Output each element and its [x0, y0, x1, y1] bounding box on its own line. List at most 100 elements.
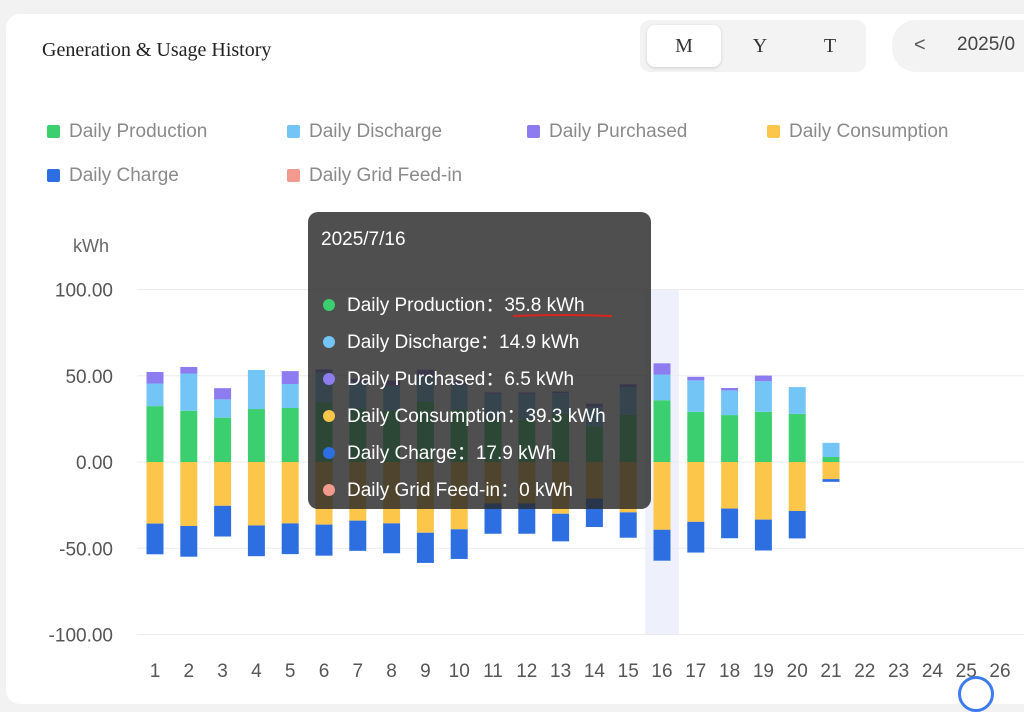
bar-segment — [247, 462, 265, 526]
bar-segment — [315, 524, 333, 556]
bar-segment — [146, 462, 164, 524]
tooltip-dot — [323, 447, 335, 459]
bar-segment — [653, 462, 671, 530]
bar-segment — [281, 462, 299, 524]
bar-segment — [721, 390, 739, 416]
x-tick-label: 19 — [753, 661, 774, 682]
legend-swatch — [527, 125, 540, 138]
x-tick-label: 21 — [820, 661, 841, 682]
legend-daily-purchased[interactable]: Daily Purchased — [527, 121, 687, 143]
y-tick-label: -50.00 — [59, 539, 113, 560]
legend-daily-discharge[interactable]: Daily Discharge — [287, 121, 442, 143]
tooltip-dot — [323, 410, 335, 422]
legend-daily-production[interactable]: Daily Production — [47, 121, 207, 143]
bar-segment — [383, 523, 401, 554]
bar-segment — [180, 462, 198, 526]
bar-segment — [450, 529, 468, 559]
x-tick-label: 10 — [449, 661, 470, 682]
bar-segment — [721, 415, 739, 462]
x-tick-label: 7 — [353, 661, 364, 682]
bar-segment — [788, 462, 806, 511]
date-selector[interactable] — [892, 20, 1024, 72]
bar-segment — [214, 417, 232, 462]
bar-segment — [754, 381, 772, 412]
bar-segment — [687, 462, 705, 522]
y-tick-label: 100.00 — [55, 281, 113, 302]
legend-swatch — [47, 125, 60, 138]
bar-segment — [146, 406, 164, 462]
legend-swatch — [287, 169, 300, 182]
tooltip-value: 14.9 kWh — [499, 332, 580, 353]
tooltip-dot — [323, 484, 335, 496]
assistant-avatar-icon[interactable] — [958, 676, 994, 712]
tooltip-row-charge: Daily Charge：17.9 kWh — [323, 438, 556, 465]
x-tick-label: 6 — [319, 661, 330, 682]
x-tick-label: 12 — [516, 661, 537, 682]
legend-swatch — [47, 169, 60, 182]
tooltip-row-consumption: Daily Consumption：39.3 kWh — [323, 401, 606, 428]
x-tick-label: 4 — [251, 661, 262, 682]
bar-segment — [484, 503, 502, 534]
y-tick-label: 0.00 — [76, 453, 113, 474]
bar-segment — [180, 525, 198, 557]
x-tick-label: 3 — [217, 661, 228, 682]
x-tick-label: 26 — [989, 661, 1010, 682]
x-tick-label: 22 — [854, 661, 875, 682]
bar-segment — [247, 525, 265, 557]
tooltip-value: 39.3 kWh — [525, 406, 606, 427]
tab-year[interactable]: Y — [752, 35, 768, 57]
bar-segment — [146, 383, 164, 407]
legend-label: Daily Purchased — [549, 121, 688, 142]
bar-segment — [180, 366, 198, 374]
legend-label: Daily Production — [69, 121, 208, 142]
bar-segment — [653, 363, 671, 375]
x-tick-label: 13 — [550, 661, 571, 682]
x-tick-label: 8 — [386, 661, 397, 682]
y-tick-label: 50.00 — [65, 367, 113, 388]
x-tick-label: 17 — [685, 661, 706, 682]
bar-segment — [416, 532, 434, 563]
bar-segment — [788, 413, 806, 462]
bar-segment — [653, 529, 671, 561]
legend-daily-charge[interactable]: Daily Charge — [47, 165, 179, 187]
page-title: Generation & Usage History — [42, 39, 272, 61]
tooltip-label: Daily Charge： — [347, 443, 476, 464]
bar-segment — [180, 373, 198, 411]
chevron-left-icon[interactable]: < — [914, 34, 926, 56]
chart-tooltip: 2025/7/16 Daily Production：35.8 kWh Dail… — [308, 212, 651, 509]
legend-label: Daily Charge — [69, 165, 179, 186]
x-tick-label: 11 — [483, 661, 503, 682]
bar-segment — [754, 519, 772, 551]
tab-month[interactable]: M — [647, 25, 721, 67]
tooltip-row-grid-feed-in: Daily Grid Feed-in：0 kWh — [323, 475, 573, 502]
x-tick-label: 20 — [787, 661, 808, 682]
bar-segment — [180, 410, 198, 462]
bar-segment — [281, 371, 299, 385]
bar-segment — [687, 521, 705, 553]
bar-segment — [822, 479, 840, 482]
tooltip-row-discharge: Daily Discharge：14.9 kWh — [323, 327, 579, 354]
bar-segment — [146, 371, 164, 384]
bar-segment — [754, 462, 772, 520]
x-tick-label: 14 — [584, 661, 606, 682]
date-value[interactable]: 2025/0 — [957, 34, 1016, 55]
legend-daily-consumption[interactable]: Daily Consumption — [767, 121, 948, 143]
tooltip-value: 35.8 kWh — [504, 295, 585, 316]
y-tick-label: -100.00 — [49, 626, 113, 647]
legend-swatch — [287, 125, 300, 138]
bar-segment — [247, 409, 265, 462]
bar-segment — [214, 505, 232, 537]
x-tick-label: 1 — [150, 661, 161, 682]
bar-segment — [518, 503, 536, 534]
bar-segment — [788, 510, 806, 539]
legend-daily-grid-feed-in[interactable]: Daily Grid Feed-in — [287, 165, 462, 187]
bar-segment — [687, 380, 705, 412]
tab-total[interactable]: T — [823, 35, 837, 57]
x-tick-label: 23 — [888, 661, 909, 682]
bar-segment — [721, 508, 739, 539]
bar-segment — [281, 384, 299, 409]
x-tick-label: 18 — [719, 661, 740, 682]
bar-segment — [721, 462, 739, 509]
bar-segment — [653, 374, 671, 401]
bar-segment — [754, 375, 772, 382]
